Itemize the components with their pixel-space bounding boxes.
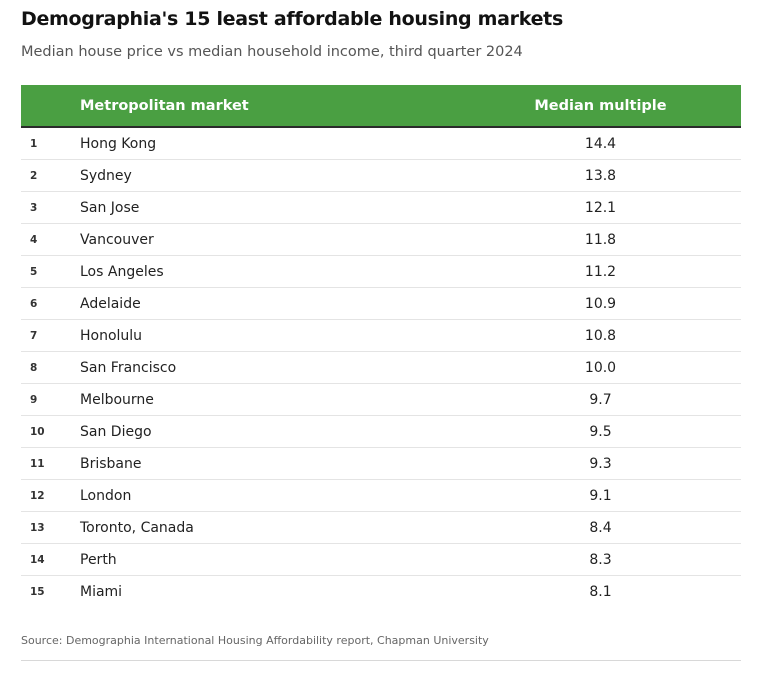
- chart-subtitle: Median house price vs median household i…: [21, 44, 523, 60]
- rank-cell: 10: [21, 415, 80, 448]
- market-cell: Vancouver: [80, 223, 460, 256]
- rank-cell: 6: [21, 287, 80, 320]
- median-multiple-cell: 10.0: [460, 351, 741, 384]
- median-multiple-cell: 13.8: [460, 159, 741, 192]
- median-multiple-cell: 8.3: [460, 543, 741, 576]
- table-figure: Demographia's 15 least affordable housin…: [21, 0, 741, 661]
- table-row: 13 Toronto, Canada 8.4: [21, 511, 741, 544]
- rank-cell: 9: [21, 383, 80, 416]
- rank-cell: 3: [21, 191, 80, 224]
- rank-cell: 2: [21, 159, 80, 192]
- market-cell: Hong Kong: [80, 127, 460, 160]
- market-cell: Miami: [80, 583, 123, 600]
- header-row: Metropolitan market Median multiple: [21, 85, 741, 128]
- table-row: 1 Hong Kong 14.4: [21, 127, 741, 160]
- rank-cell: 12: [21, 479, 80, 512]
- median-multiple-cell: 8.4: [460, 511, 741, 544]
- median-multiple-cell: 8.1: [589, 583, 612, 600]
- table-row: 8 San Francisco 10.0: [21, 351, 741, 384]
- median-multiple-cell: 9.3: [460, 447, 741, 480]
- median-multiple-cell: 9.1: [460, 479, 741, 512]
- median-multiple-cell: 9.5: [460, 415, 741, 448]
- market-cell: Los Angeles: [80, 255, 460, 288]
- table-row: 2 Sydney 13.8: [21, 159, 741, 192]
- table-row: 10 San Diego 9.5: [21, 415, 741, 448]
- median-multiple-cell: 12.1: [460, 191, 741, 224]
- market-cell: Toronto, Canada: [80, 511, 460, 544]
- rank-cell: 13: [21, 511, 80, 544]
- market-cell: San Diego: [80, 415, 460, 448]
- table-row: 5 Los Angeles 11.2: [21, 255, 741, 288]
- median-multiple-cell: 9.7: [460, 383, 741, 416]
- table-row: 3 San Jose 12.1: [21, 191, 741, 224]
- table-body: 1 Hong Kong 14.4 2 Sydney 13.8 3 San Jose 12.1 4 V…: [21, 127, 741, 607]
- chart-title: Demographia's 15 least affordable housin…: [21, 8, 563, 30]
- market-cell: San Francisco: [80, 351, 460, 384]
- median-multiple-cell: 10.8: [460, 319, 741, 352]
- table-header: Metropolitan market Median multiple: [21, 85, 741, 128]
- table-row: 4 Vancouver 11.8: [21, 223, 741, 256]
- median-multiple-cell: 11.8: [460, 223, 741, 256]
- market-cell: Perth: [80, 543, 460, 576]
- source-note: Source: Demographia International Housin…: [21, 634, 489, 647]
- table-row: 12 London 9.1: [21, 479, 741, 512]
- market-cell: Adelaide: [80, 287, 460, 320]
- table-row: 15 Miami 8.1: [21, 576, 741, 608]
- rank-cell: 1: [21, 127, 80, 160]
- table-row: 11 Brisbane 9.3: [21, 447, 741, 480]
- market-cell: Brisbane: [80, 447, 460, 480]
- table-row: 14 Perth 8.3: [21, 543, 741, 576]
- column-header-rank: [21, 85, 80, 128]
- rank-cell: 5: [21, 255, 80, 288]
- median-multiple-cell: 14.4: [460, 127, 741, 160]
- rank-cell: 11: [21, 447, 80, 480]
- market-cell: San Jose: [80, 191, 460, 224]
- rank-cell: 14: [21, 543, 80, 576]
- data-table: Metropolitan market Median multiple 1 Hon…: [21, 85, 741, 607]
- column-header-market: Metropolitan market: [80, 85, 460, 128]
- table-row: 6 Adelaide 10.9: [21, 287, 741, 320]
- market-cell: Melbourne: [80, 383, 460, 416]
- table-row: 9 Melbourne 9.7: [21, 383, 741, 416]
- median-multiple-cell: 11.2: [460, 255, 741, 288]
- rank-cell: 7: [21, 319, 80, 352]
- market-cell: London: [80, 479, 460, 512]
- median-multiple-cell: 10.9: [460, 287, 741, 320]
- column-header-median-multiple: Median multiple: [460, 85, 741, 128]
- table-row: 7 Honolulu 10.8: [21, 319, 741, 352]
- market-cell: Honolulu: [80, 319, 460, 352]
- rank-cell: 15: [30, 585, 45, 598]
- bottom-divider: [21, 660, 741, 661]
- rank-cell: 4: [21, 223, 80, 256]
- rank-cell: 8: [21, 351, 80, 384]
- market-cell: Sydney: [80, 159, 460, 192]
